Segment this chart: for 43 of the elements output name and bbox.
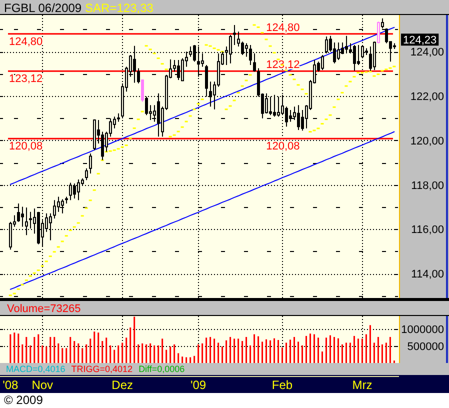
candlestick — [85, 168, 88, 181]
y-tick-label: 1000000 — [401, 324, 444, 336]
candlestick — [89, 153, 92, 174]
candlestick — [29, 211, 32, 230]
chart-title: FGBL 06/2009 — [4, 1, 82, 15]
candlestick — [233, 24, 236, 46]
text: TRIGG=0,4012 — [71, 364, 133, 374]
text: © 2009 — [4, 393, 44, 407]
text: Diff=0,0006 — [138, 364, 185, 374]
candlestick — [321, 54, 324, 71]
candlestick — [273, 94, 276, 118]
candlestick — [181, 58, 184, 82]
x-tick-label: '08 — [2, 378, 19, 392]
y-tick-label: 120,00 — [410, 135, 444, 148]
candlestick — [297, 104, 300, 130]
x-tick-label: '09 — [190, 378, 206, 392]
y-tick-label: 500000 — [407, 341, 444, 354]
y-tick-label: 116,00 — [411, 224, 444, 236]
y-tick-label: 118,00 — [411, 180, 444, 192]
candlestick — [253, 52, 256, 72]
candlestick — [53, 200, 56, 220]
candlestick — [285, 106, 288, 128]
text: 124,80 — [9, 36, 43, 48]
candlestick — [357, 44, 360, 66]
text: 123,12 — [9, 73, 43, 86]
x-tick-label: Mrz — [352, 378, 372, 392]
y-tick-label: 122,00 — [410, 91, 444, 104]
x-tick-label: Feb — [272, 378, 293, 392]
x-tick-label: Dez — [112, 378, 134, 392]
line-series — [10, 131, 395, 290]
y-tick-label: 124,00 — [410, 46, 444, 59]
x-tick-label: Nov — [32, 378, 54, 392]
series-label: Volume=73265 — [7, 303, 81, 315]
candlestick — [21, 206, 24, 228]
candlestick — [301, 110, 304, 132]
y-tick-label: 114,00 — [411, 268, 444, 281]
candlestick — [141, 78, 144, 102]
candlestick — [345, 35, 348, 54]
text: 120,08 — [266, 140, 300, 153]
ref-line-label: 120,08 — [9, 140, 43, 153]
ref-line-label: 124,80 — [266, 22, 300, 34]
text: SAR=123,33 — [85, 1, 154, 15]
text: MACD=0,4016 — [6, 364, 66, 374]
